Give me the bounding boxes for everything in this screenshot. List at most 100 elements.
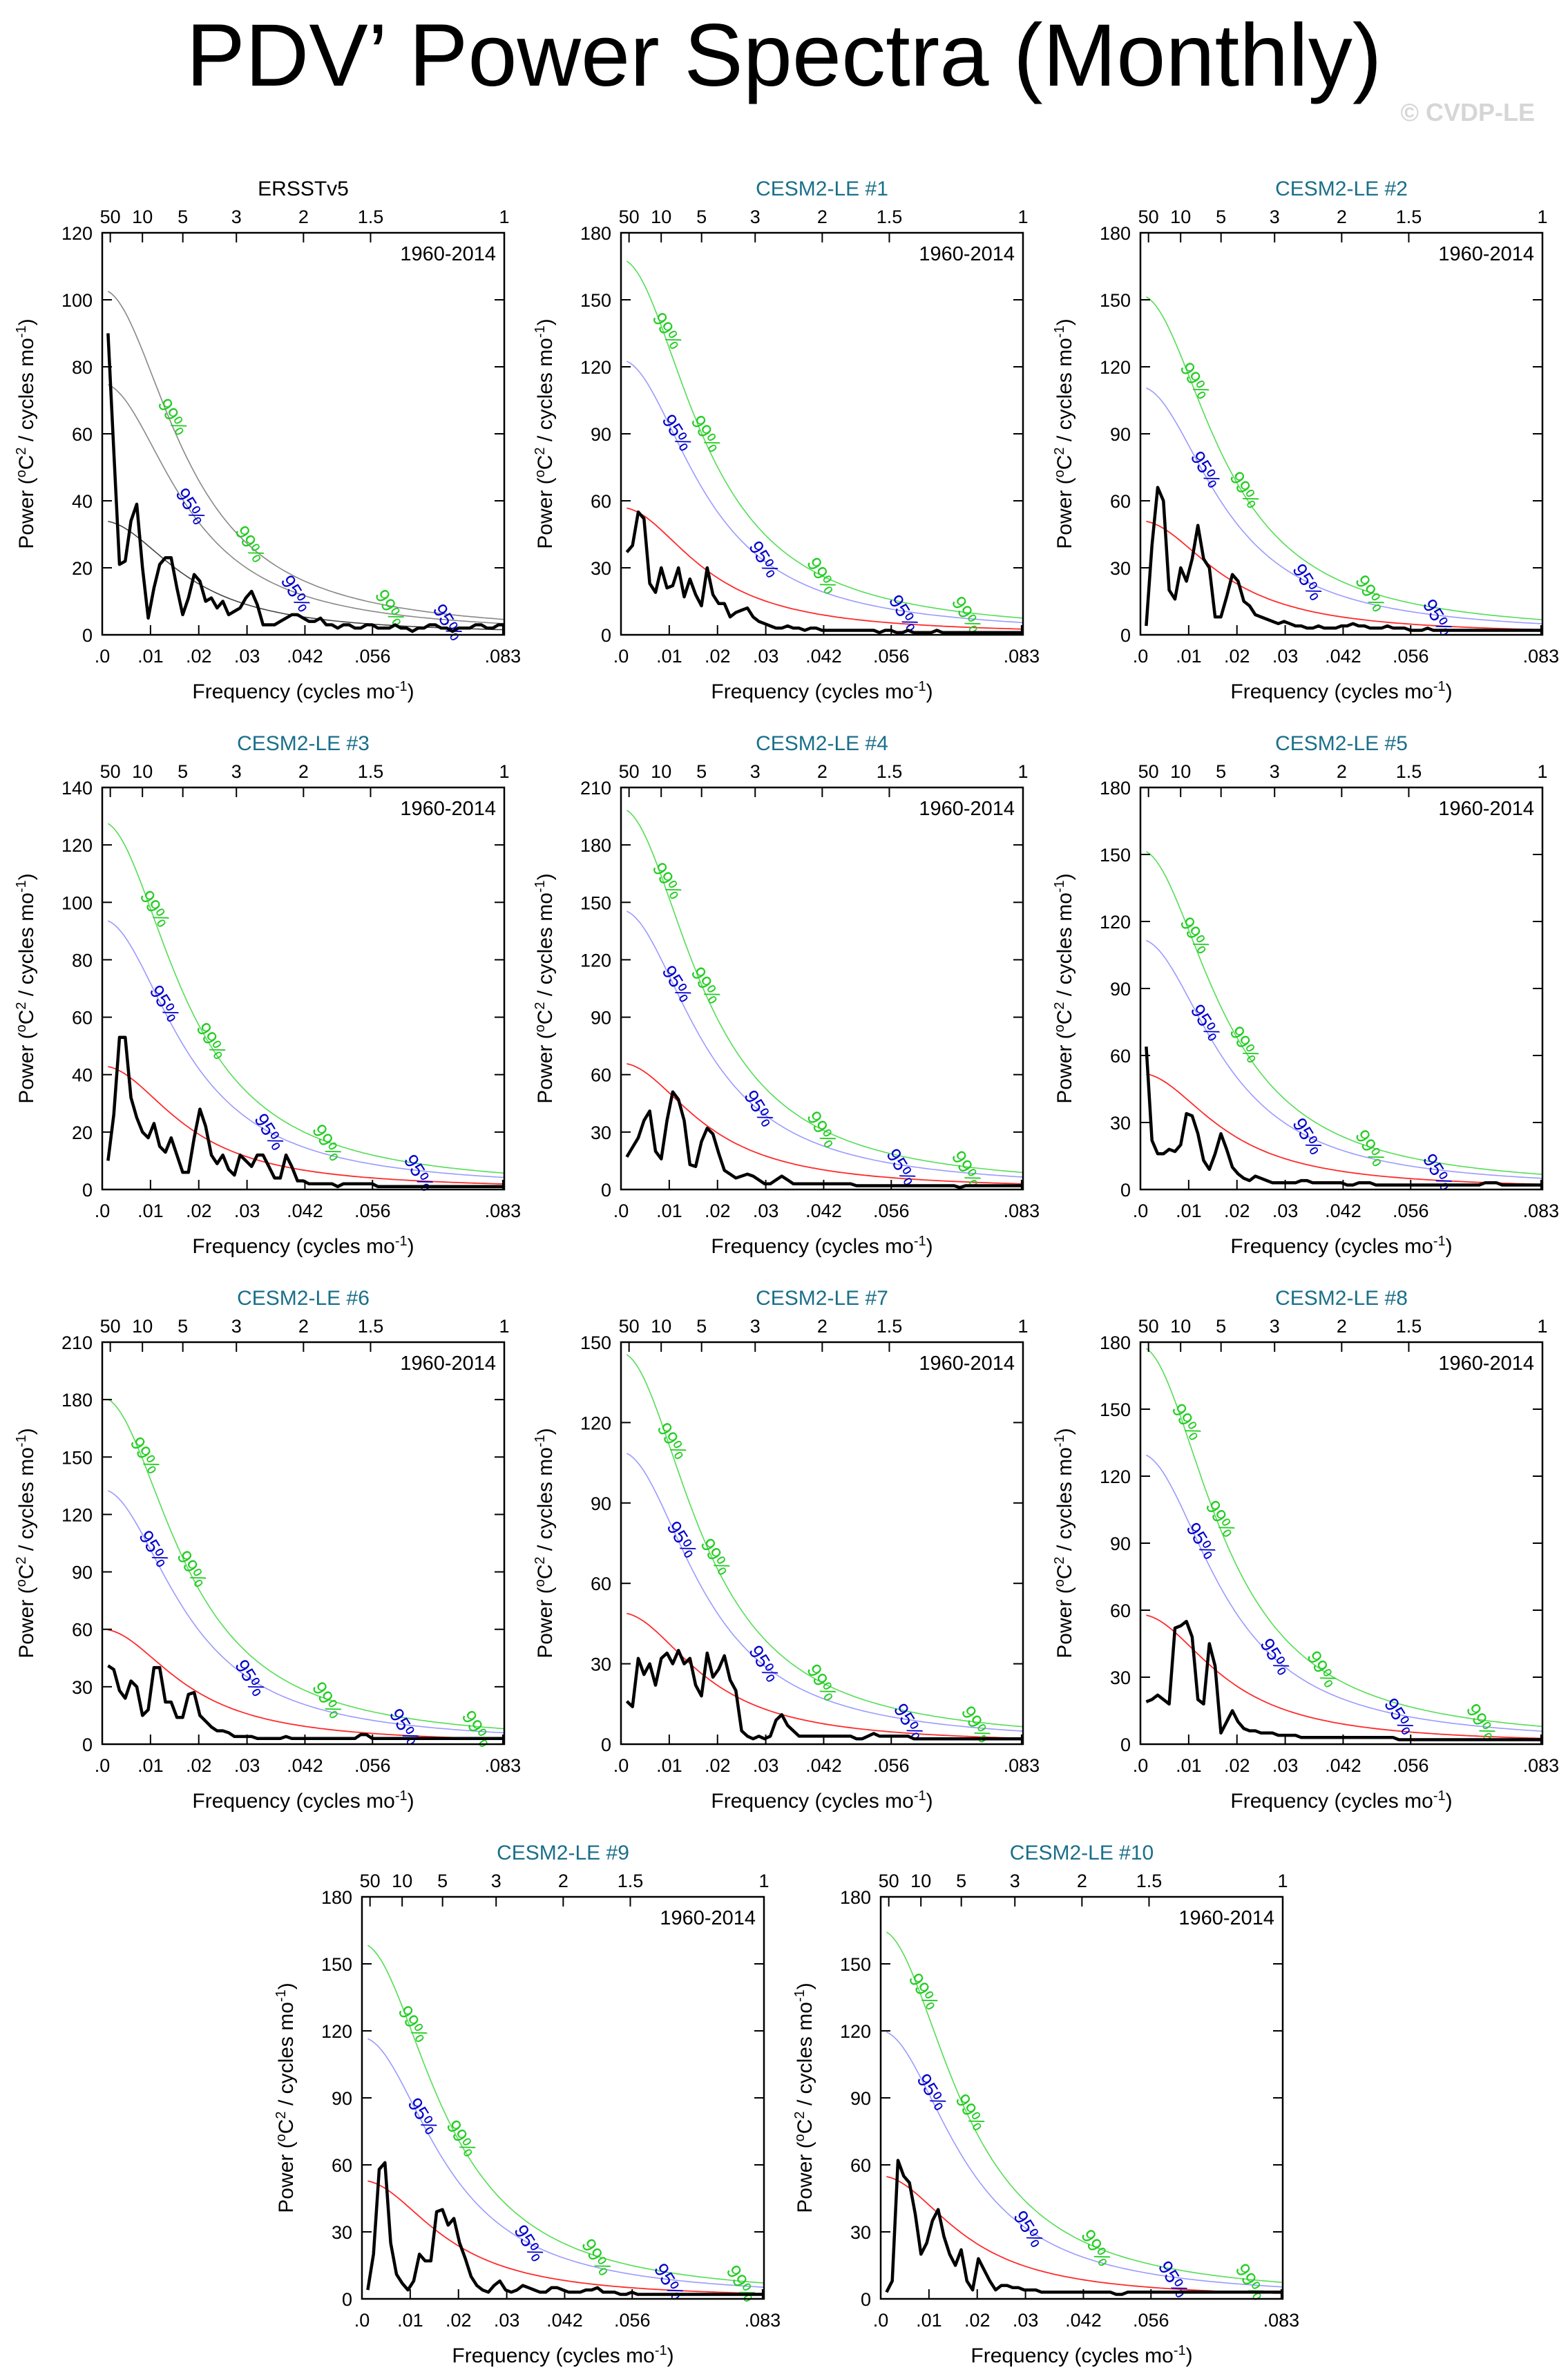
period-tick-label: 50	[100, 1316, 121, 1337]
y-tick-label: 60	[332, 2155, 352, 2176]
period-tick-label: 3	[1010, 1871, 1020, 1891]
x-tick-label: .056	[1133, 2310, 1169, 2331]
period-tick-label: 1.5	[358, 207, 384, 227]
panel-title: CESM2-LE #9	[497, 1842, 629, 1864]
period-tick-label: 1	[499, 207, 509, 227]
x-tick-label: .03	[1272, 1201, 1299, 1221]
plot-frame	[1139, 231, 1544, 636]
y-tick-label: 90	[1110, 1534, 1131, 1554]
confidence-label: 99%	[696, 1535, 735, 1579]
y-tick-label: 0	[82, 1180, 93, 1201]
period-tick-label: 10	[1170, 207, 1191, 227]
x-tick-label: .083	[485, 1755, 522, 1776]
x-tick-label: .01	[1176, 1755, 1202, 1776]
x-tick-label: .01	[656, 1201, 682, 1221]
y-axis-label: Power (oC2 / cycles mo-1)	[1052, 873, 1076, 1103]
period-tick-label: 1	[499, 1316, 509, 1337]
spectrum-panel-6: 99%95% 99%95%99%95% 99%.0.01.02.03.042.056…	[14, 1287, 521, 1813]
ci95-curve	[367, 2038, 765, 2288]
period-tick-label: 5	[178, 1316, 188, 1337]
x-axis-label: Frequency (cycles mo-1)	[192, 679, 414, 703]
x-tick-label: .083	[745, 2310, 781, 2331]
confidence-label: 95%	[250, 1109, 289, 1154]
y-tick-label: 150	[1100, 1399, 1131, 1420]
x-tick-label: .083	[485, 1201, 522, 1221]
period-tick-label: 2	[1337, 761, 1347, 782]
y-tick-label: 30	[850, 2222, 871, 2243]
y-tick-label: 120	[580, 950, 611, 971]
period-tick-label: 3	[750, 761, 761, 782]
period-tick-label: 2	[1337, 1316, 1347, 1337]
ci95-curve	[1146, 387, 1543, 624]
confidence-label: 95%	[740, 1087, 778, 1131]
x-axis-label: Frequency (cycles mo-1)	[192, 1788, 414, 1813]
y-tick-label: 40	[72, 1065, 93, 1086]
y-axis-label: Power (oC2 / cycles mo-1)	[14, 873, 38, 1103]
x-tick-label: .042	[805, 646, 842, 667]
spectrum-panel-7: 99%95%99%95% 99%95% 99%.0.01.02.03.042.056…	[533, 1287, 1040, 1813]
y-tick-label: 180	[580, 223, 611, 244]
period-label: 1960-2014	[919, 1353, 1015, 1375]
y-tick-label: 180	[1100, 778, 1131, 799]
panel-title: CESM2-LE #5	[1275, 732, 1408, 755]
y-tick-label: 20	[72, 558, 93, 579]
ci95-curve	[627, 1453, 1024, 1732]
y-tick-label: 180	[61, 1390, 93, 1411]
x-tick-label: .01	[656, 646, 682, 667]
y-tick-label: 180	[840, 1887, 871, 1908]
x-tick-label: .03	[234, 1755, 260, 1776]
period-tick-label: 2	[1337, 207, 1347, 227]
y-tick-label: 0	[82, 625, 93, 646]
confidence-label: 95%	[400, 1151, 439, 1195]
period-tick-label: 1	[1537, 1316, 1547, 1337]
x-axis-label: Frequency (cycles mo-1)	[711, 1234, 933, 1258]
period-label: 1960-2014	[1438, 243, 1534, 265]
confidence-label: 95%	[403, 2094, 442, 2138]
spectrum-line	[1145, 486, 1542, 632]
confidence-label: 99%	[803, 1661, 841, 1705]
y-axis-label: Power (oC2 / cycles mo-1)	[533, 873, 557, 1103]
y-tick-label: 180	[1100, 223, 1131, 244]
red-noise-curve	[108, 1066, 505, 1185]
x-axis-label: Frequency (cycles mo-1)	[1230, 1788, 1452, 1813]
confidence-label: 99%	[153, 394, 192, 439]
y-tick-label: 210	[61, 1332, 93, 1353]
y-tick-label: 120	[61, 223, 93, 244]
red-noise-curve	[108, 1629, 505, 1740]
y-tick-label: 120	[580, 357, 611, 378]
x-tick-label: .02	[705, 646, 731, 667]
confidence-label: 99%	[231, 522, 269, 566]
x-tick-label: .056	[873, 1201, 910, 1221]
period-tick-label: 2	[817, 1316, 828, 1337]
red-noise-curve	[367, 2180, 765, 2295]
watermark: © CVDP-LE	[1400, 98, 1535, 126]
period-tick-label: 10	[132, 1316, 153, 1337]
period-tick-label: 5	[1216, 1316, 1226, 1337]
confidence-label: 99%	[653, 1419, 691, 1463]
y-tick-label: 0	[342, 2289, 352, 2310]
period-tick-label: 10	[392, 1871, 412, 1891]
confidence-label: 99%	[905, 1969, 944, 2014]
confidence-label: 99%	[394, 2002, 432, 2046]
ci99-curve	[107, 1398, 505, 1730]
confidence-label: 99%	[1176, 359, 1214, 403]
period-tick-label: 2	[1077, 1871, 1087, 1891]
spectrum-line	[1145, 1619, 1542, 1741]
y-tick-label: 90	[591, 1493, 611, 1514]
spectrum-line	[1145, 1046, 1542, 1187]
confidence-label: 99%	[1351, 1126, 1390, 1170]
y-tick-label: 30	[72, 1677, 93, 1698]
confidence-label: 95%	[658, 410, 696, 455]
x-tick-label: .056	[354, 646, 391, 667]
y-tick-label: 60	[591, 1065, 611, 1086]
period-tick-label: 50	[100, 207, 121, 227]
period-tick-label: 1	[1537, 207, 1547, 227]
period-tick-label: 5	[1216, 207, 1226, 227]
x-tick-label: .083	[1523, 646, 1560, 667]
period-label: 1960-2014	[1438, 1353, 1534, 1375]
x-tick-label: .0	[95, 1755, 111, 1776]
red-noise-curve	[627, 507, 1024, 630]
period-tick-label: 5	[696, 207, 707, 227]
confidence-label: 99%	[803, 1107, 841, 1152]
y-tick-label: 60	[591, 1574, 611, 1594]
